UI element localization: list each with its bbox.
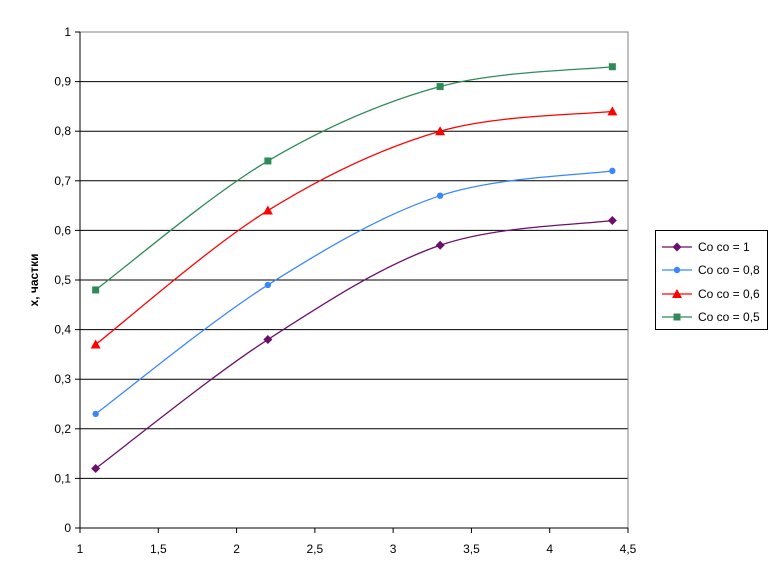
y-tick-label: 0,3 [54, 372, 71, 386]
tick-labels: 0 0,1 0,2 0,3 0,4 0,5 0,6 0,7 0,8 0,9 1 1 1,5 2 2,5 3 3,… [54, 25, 636, 556]
x-tick-label: 3 [390, 542, 397, 556]
series [90, 63, 618, 473]
data-point [673, 267, 681, 274]
y-tick-label: 0 [64, 521, 71, 535]
data-point [672, 288, 682, 298]
series-group [92, 167, 616, 418]
x-tick-label: 1,5 [150, 542, 167, 556]
data-point [92, 410, 99, 418]
axes [75, 31, 629, 533]
legend-label: Co co = 0,8 [698, 263, 760, 278]
y-tick-label: 0,4 [54, 323, 71, 337]
data-point [436, 83, 444, 91]
y-tick-label: 0,8 [54, 124, 71, 138]
legend-label: Co co = 1 [698, 239, 750, 254]
legend-key [662, 288, 692, 298]
data-point [436, 192, 444, 199]
data-point [262, 205, 273, 215]
legend-item: Co co = 1 [662, 235, 767, 259]
series-group [90, 106, 618, 349]
data-point [608, 63, 616, 71]
x-tick-label: 3,5 [463, 542, 480, 556]
y-tick-label: 0,5 [54, 273, 71, 287]
data-point [263, 335, 273, 345]
legend-item: Co co = 0,8 [662, 259, 767, 283]
gridlines [80, 31, 628, 479]
legend: Co co = 1 Co co = 0,8 Co co = 0,6 Co co = 0… [655, 230, 768, 330]
x-tick-label: 1 [77, 542, 84, 556]
legend-key [662, 242, 692, 252]
series-line [95, 219, 613, 470]
y-tick-label: 0,2 [54, 422, 71, 436]
data-point [435, 126, 446, 136]
data-point [92, 286, 100, 294]
data-point [673, 313, 681, 321]
data-point [264, 281, 272, 289]
data-point [607, 106, 618, 116]
data-point [607, 215, 617, 225]
series-line [95, 170, 613, 415]
data-point [672, 242, 682, 252]
series-line [95, 110, 613, 345]
data-point [609, 167, 616, 175]
y-tick-label: 0,9 [54, 75, 71, 89]
data-point [264, 157, 272, 165]
data-point [435, 240, 445, 250]
legend-label: Co co = 0,5 [698, 310, 760, 325]
series-line [95, 66, 613, 291]
y-tick-label: 1 [64, 25, 71, 39]
y-tick-label: 0,6 [54, 223, 71, 237]
legend-key [662, 313, 692, 321]
x-tick-label: 4,5 [620, 542, 637, 556]
legend-item: Co co = 0,5 [662, 306, 767, 330]
data-point [90, 339, 101, 349]
x-tick-label: 2,5 [307, 542, 324, 556]
y-axis-label: x, частки [27, 254, 41, 307]
data-point [91, 463, 101, 473]
y-tick-label: 0,1 [54, 471, 71, 485]
x-tick-label: 4 [546, 542, 553, 556]
legend-key [662, 267, 692, 274]
legend-item: Co co = 0,6 [662, 282, 767, 306]
y-tick-label: 0,7 [54, 174, 71, 188]
series-group [92, 63, 616, 294]
x-tick-label: 2 [233, 542, 240, 556]
legend-label: Co co = 0,6 [698, 286, 760, 301]
series-group [91, 215, 617, 473]
